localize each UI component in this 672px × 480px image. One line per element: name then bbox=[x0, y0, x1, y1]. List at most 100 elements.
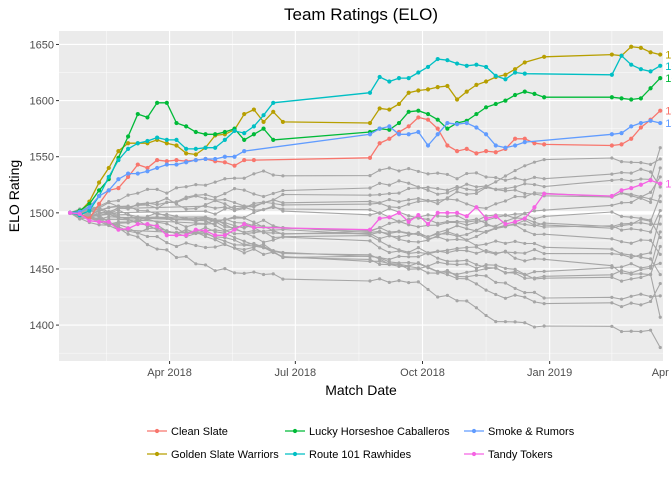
other-team-point bbox=[426, 252, 430, 256]
other-team-point bbox=[532, 290, 537, 294]
other-team-point bbox=[513, 270, 517, 274]
other-team-point bbox=[252, 172, 256, 176]
other-team-point bbox=[397, 230, 401, 234]
other-team-point bbox=[629, 179, 633, 183]
other-team-point bbox=[465, 192, 469, 196]
series-point bbox=[106, 219, 111, 224]
other-team-point bbox=[658, 261, 662, 265]
other-team-point bbox=[494, 180, 498, 184]
series-point bbox=[232, 154, 237, 159]
series-point bbox=[406, 76, 411, 81]
other-team-point bbox=[203, 209, 208, 213]
other-team-point bbox=[619, 304, 624, 309]
other-team-point bbox=[658, 272, 662, 277]
other-team-point bbox=[252, 192, 256, 196]
other-team-point bbox=[407, 223, 411, 227]
other-team-point bbox=[542, 269, 546, 273]
other-team-point bbox=[445, 197, 449, 201]
series-tandy-tokers bbox=[67, 178, 663, 238]
series-point bbox=[464, 89, 469, 94]
series-point bbox=[648, 118, 653, 123]
other-team-point bbox=[532, 160, 537, 164]
end-label-lucky-horseshoe-caballeros: 1620 bbox=[665, 73, 672, 85]
series-point bbox=[232, 163, 237, 168]
series-point bbox=[126, 146, 131, 151]
series-point bbox=[522, 140, 527, 145]
other-team-point bbox=[436, 249, 440, 254]
other-team-point bbox=[126, 213, 130, 217]
series-point bbox=[164, 141, 169, 146]
other-team-point bbox=[232, 207, 237, 211]
other-team-point bbox=[445, 214, 449, 219]
end-label-tandy-tokers: 1526 bbox=[665, 179, 672, 191]
series-point bbox=[619, 53, 624, 58]
other-team-point bbox=[610, 203, 614, 207]
other-team-point bbox=[223, 222, 227, 227]
other-team-point bbox=[416, 185, 420, 189]
series-smoke-rumors bbox=[67, 118, 663, 215]
other-team-point bbox=[203, 222, 208, 226]
other-team-point bbox=[184, 185, 188, 189]
other-team-point bbox=[407, 251, 411, 255]
other-team-point bbox=[378, 211, 382, 215]
other-team-point bbox=[261, 200, 266, 204]
other-team-point bbox=[261, 218, 266, 222]
series-point bbox=[658, 120, 663, 126]
other-team-point bbox=[397, 200, 401, 204]
other-team-point bbox=[397, 220, 401, 224]
series-point bbox=[658, 108, 663, 113]
series-point bbox=[87, 205, 92, 210]
other-team-point bbox=[629, 272, 633, 276]
other-team-point bbox=[523, 273, 527, 277]
x-tick-label: Jan 2019 bbox=[527, 367, 572, 379]
series-point bbox=[145, 115, 150, 120]
series-point bbox=[425, 221, 431, 227]
other-team-point bbox=[513, 188, 517, 192]
series-point bbox=[425, 143, 431, 148]
series-point bbox=[367, 155, 373, 160]
other-team-point bbox=[610, 275, 614, 279]
series-point bbox=[638, 67, 643, 72]
other-team-point bbox=[116, 198, 121, 203]
series-point bbox=[96, 188, 102, 193]
other-team-point bbox=[503, 178, 508, 182]
series-point bbox=[483, 216, 489, 221]
series-point bbox=[367, 132, 373, 137]
other-team-point bbox=[503, 199, 508, 203]
other-team-point bbox=[648, 272, 653, 277]
other-team-point bbox=[271, 198, 275, 202]
other-team-point bbox=[474, 188, 479, 193]
other-team-point bbox=[145, 243, 150, 247]
other-team-point bbox=[87, 212, 92, 216]
other-team-point bbox=[203, 263, 208, 267]
other-team-point bbox=[261, 272, 266, 277]
legend-key-point bbox=[154, 428, 160, 434]
other-team-point bbox=[436, 214, 440, 218]
other-team-point bbox=[523, 212, 527, 216]
series-point bbox=[135, 221, 140, 227]
other-team-point bbox=[610, 178, 614, 182]
other-team-point bbox=[639, 303, 643, 307]
other-team-point bbox=[184, 241, 188, 245]
other-team-point bbox=[523, 195, 527, 199]
other-team-point bbox=[474, 217, 479, 221]
series-point bbox=[242, 111, 247, 117]
other-team-point bbox=[484, 221, 488, 225]
featured-team-lines bbox=[67, 44, 663, 238]
series-point bbox=[106, 188, 111, 193]
series-point bbox=[155, 100, 160, 105]
other-team-point bbox=[494, 280, 498, 284]
other-team-point bbox=[532, 224, 537, 228]
other-team-point bbox=[242, 271, 246, 275]
other-team-point bbox=[658, 252, 662, 256]
other-team-point bbox=[281, 203, 285, 207]
series-point bbox=[513, 67, 518, 72]
series-point bbox=[145, 221, 150, 227]
other-team-point bbox=[436, 231, 440, 235]
series-point bbox=[213, 145, 218, 150]
other-team-point bbox=[455, 224, 459, 228]
series-point bbox=[396, 132, 402, 137]
other-team-point bbox=[494, 239, 498, 243]
other-team-point bbox=[474, 234, 479, 239]
series-point bbox=[271, 109, 276, 114]
